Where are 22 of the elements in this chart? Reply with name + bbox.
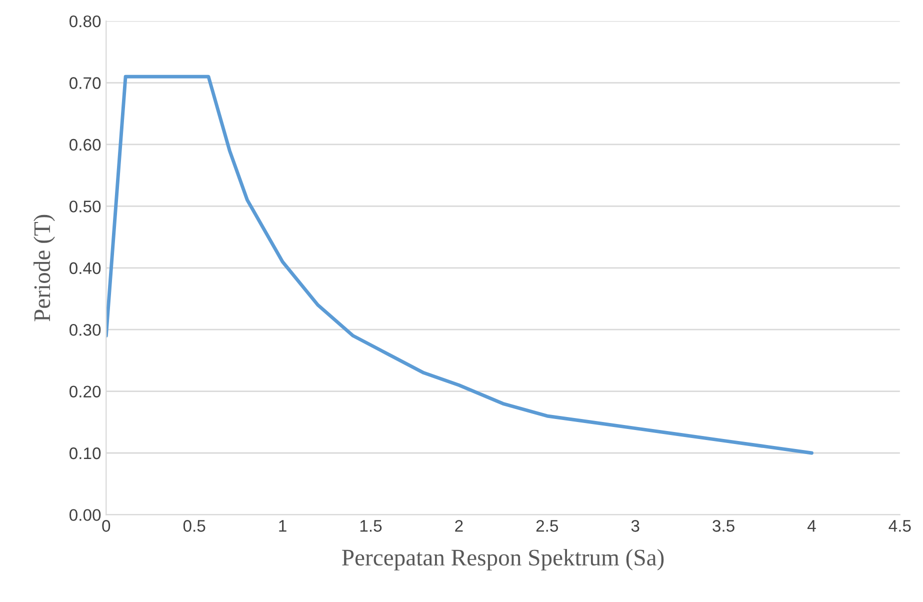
x-tick-label: 2 [455, 520, 463, 532]
x-tick-label: 4 [807, 520, 816, 532]
line-series [106, 74, 814, 455]
y-tick-label: 0.70 [70, 77, 101, 89]
y-tick-label: 0.20 [70, 386, 101, 398]
x-tick-label: 3.5 [712, 520, 734, 532]
x-tick-label: 0.5 [183, 520, 206, 532]
x-tick-label: 3 [631, 520, 640, 532]
x-tick-label: 0 [102, 520, 110, 532]
x-tick-label: 2.5 [536, 520, 558, 532]
x-tick-label: 4.5 [888, 520, 911, 532]
y-axis-title: Periode (T) [34, 214, 55, 322]
y-tick-label: 0.40 [70, 262, 101, 274]
y-tick-label: 0.00 [70, 509, 101, 521]
x-axis-title: Percepatan Respon Spektrum (Sa) [342, 548, 664, 570]
y-tick-label: 0.30 [70, 324, 101, 336]
y-tick-label: 0.50 [70, 200, 101, 212]
y-tick-label: 0.80 [70, 15, 101, 28]
x-tick-label: 1 [279, 520, 286, 532]
x-tick-label: 1.5 [360, 520, 382, 532]
y-tick-label: 0.60 [70, 138, 101, 151]
y-tick-label: 0.10 [70, 447, 101, 460]
